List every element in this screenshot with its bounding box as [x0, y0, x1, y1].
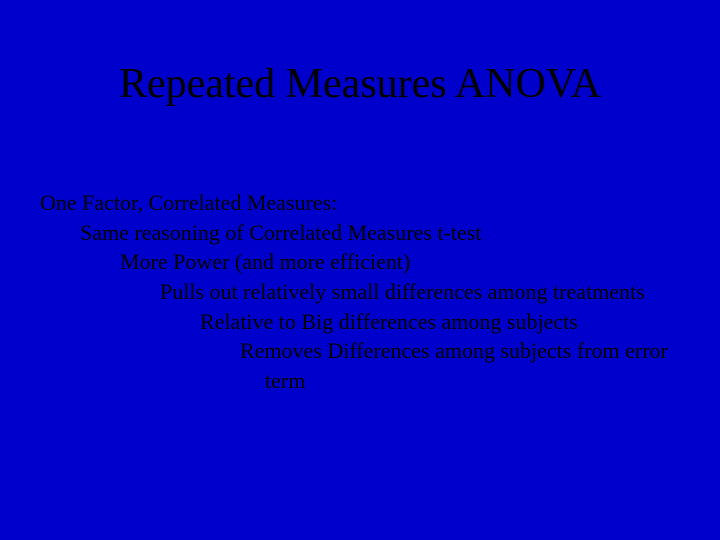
- body-line: More Power (and more efficient): [120, 247, 680, 277]
- body-line: Removes Differences among subjects from …: [240, 336, 680, 366]
- slide-body: One Factor, Correlated Measures: Same re…: [40, 188, 680, 396]
- slide-container: Repeated Measures ANOVA One Factor, Corr…: [0, 0, 720, 540]
- slide-title: Repeated Measures ANOVA: [80, 60, 640, 108]
- body-line: One Factor, Correlated Measures:: [40, 188, 680, 218]
- body-line: Pulls out relatively small differences a…: [160, 277, 680, 307]
- body-line: Same reasoning of Correlated Measures t-…: [80, 218, 680, 248]
- body-line: term: [265, 366, 680, 396]
- body-line: Relative to Big differences among subjec…: [200, 307, 680, 337]
